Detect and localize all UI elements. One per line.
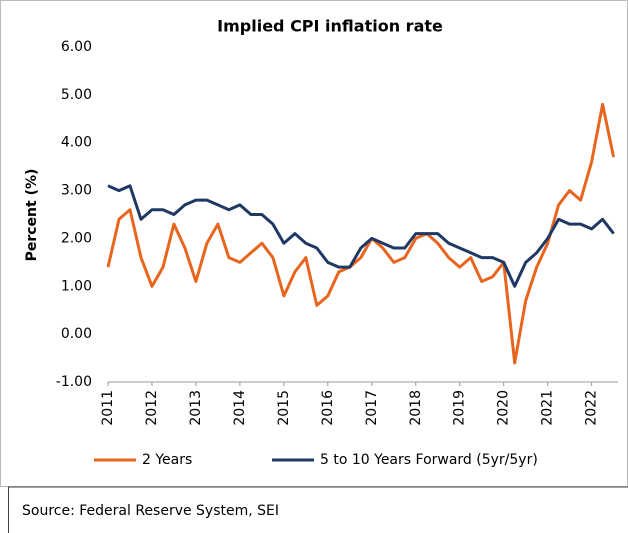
x-tick-label: 2020 — [496, 390, 512, 426]
y-tick-label: 4.00 — [61, 135, 92, 151]
y-tick-label: 5.00 — [61, 87, 92, 103]
series-line — [106, 102, 616, 365]
source: Source: Federal Reserve System, SEI — [22, 503, 279, 519]
legend-label: 5 to 10 Years Forward (5yr/5yr) — [320, 452, 538, 468]
x-tick-label: 2018 — [408, 390, 424, 426]
y-tick-label: 2.00 — [61, 230, 92, 246]
x-tick-label: 2011 — [100, 390, 116, 426]
legend-label: 2 Years — [142, 452, 192, 468]
chart-border — [0, 0, 628, 487]
series-line — [107, 184, 615, 288]
x-tick-label: 2012 — [144, 390, 160, 426]
y-tick-label: 3.00 — [61, 183, 92, 199]
x-tick-label: 2015 — [276, 390, 292, 426]
x-tick-label: 2019 — [452, 390, 468, 426]
y-axis-label: Percent (%) — [24, 169, 40, 262]
x-tick-label: 2014 — [232, 390, 248, 426]
x-tick-label: 2017 — [364, 390, 380, 426]
x-tick-label: 2021 — [540, 390, 556, 426]
x-tick-label: 2013 — [188, 390, 204, 426]
y-tick-label: 1.00 — [61, 278, 92, 294]
y-tick-label: 6.00 — [61, 39, 92, 55]
chart-title: Implied CPI inflation rate — [217, 17, 443, 36]
x-tick-label: 2022 — [584, 390, 600, 426]
y-tick-label: -1.00 — [56, 374, 92, 390]
y-tick-label: 0.00 — [61, 326, 92, 342]
x-tick-label: 2016 — [320, 390, 336, 426]
